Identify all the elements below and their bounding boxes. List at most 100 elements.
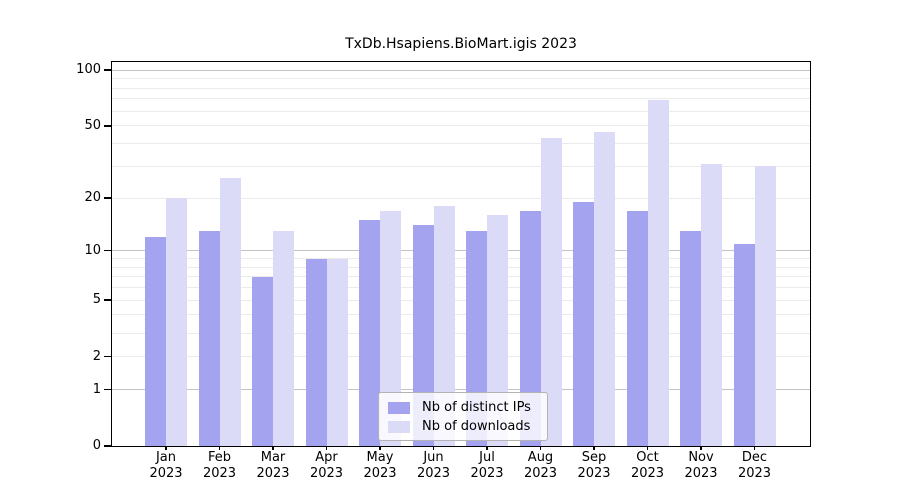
y-tick-1 [104, 388, 111, 391]
y-tick-10 [104, 249, 111, 252]
x-label-year: 2023 [416, 465, 451, 481]
gridline-60 [112, 110, 810, 112]
y-tick-2 [104, 355, 111, 358]
y-tick-label-0: 0 [92, 438, 101, 453]
x-label-oct: Oct 2023 [616, 450, 680, 481]
bar-distinct-ips-dec [733, 243, 755, 446]
bar-downloads-nov [701, 163, 722, 446]
x-label-month: Sep [581, 450, 607, 465]
legend-row-downloads: Nb of downloads [388, 419, 538, 434]
gridline-2 [112, 356, 810, 358]
x-label-month: Nov [688, 450, 714, 465]
legend: Nb of distinct IPs Nb of downloads [378, 392, 548, 441]
x-label-year: 2023 [577, 465, 611, 481]
y-tick-50 [104, 125, 111, 127]
gridline-8 [112, 266, 810, 268]
x-label-month: Aug [527, 450, 554, 465]
gridline-40 [112, 143, 810, 145]
gridline-9 [112, 258, 810, 259]
bar-distinct-ips-may [359, 220, 380, 446]
bar-downloads-sep [594, 132, 615, 446]
y-tick-label-10: 10 [84, 242, 101, 258]
bar-distinct-ips-oct [626, 210, 648, 446]
bar-downloads-jan [166, 198, 187, 446]
x-label-nov: Nov 2023 [669, 450, 733, 481]
y-tick-label-1: 1 [92, 381, 101, 397]
gridline-90 [112, 78, 810, 80]
gridline-80 [112, 87, 810, 89]
bar-distinct-ips-nov [680, 231, 701, 446]
legend-label-distinct-ips: Nb of distinct IPs [422, 400, 531, 415]
x-label-year: 2023 [684, 465, 718, 481]
y-tick-5 [104, 299, 111, 301]
y-tick-label-100: 100 [76, 62, 101, 78]
x-label-may: May 2023 [348, 450, 412, 481]
bar-distinct-ips-feb [198, 231, 220, 446]
x-label-jan: Jan 2023 [134, 450, 198, 481]
y-tick-label-50: 50 [84, 117, 101, 133]
bar-downloads-apr [326, 258, 348, 446]
gridline-100 [112, 69, 810, 71]
x-label-month: Jun [423, 450, 444, 465]
bar-distinct-ips-sep [573, 202, 594, 446]
x-label-year: 2023 [149, 465, 183, 481]
x-label-dec: Dec 2023 [723, 450, 787, 481]
x-label-apr: Apr 2023 [295, 450, 359, 481]
y-tick-label-5: 5 [92, 292, 101, 308]
bar-downloads-oct [647, 100, 669, 446]
x-label-month: Feb [207, 450, 232, 465]
x-label-month: Dec [741, 450, 768, 465]
x-label-month: Oct [636, 450, 659, 465]
bar-distinct-ips-jun [412, 225, 434, 446]
gridline-6 [112, 287, 810, 289]
gridline-10 [112, 250, 810, 252]
x-label-year: 2023 [202, 465, 237, 481]
x-label-month: Jan [155, 450, 177, 465]
y-tick-0 [104, 445, 111, 447]
legend-swatch-downloads [388, 420, 410, 433]
gridline-1 [112, 389, 810, 391]
x-label-mar: Mar 2023 [241, 450, 305, 481]
bar-distinct-ips-jan [145, 237, 166, 446]
chart-title: TxDb.Hsapiens.BioMart.igis 2023 [345, 36, 577, 52]
legend-swatch-distinct-ips [388, 401, 410, 414]
x-label-year: 2023 [470, 465, 504, 481]
bar-downloads-feb [219, 177, 241, 446]
bar-downloads-aug [540, 137, 562, 446]
bar-distinct-ips-apr [305, 258, 327, 446]
bar-distinct-ips-aug [519, 210, 541, 446]
x-label-year: 2023 [523, 465, 558, 481]
bar-downloads-mar [273, 231, 294, 446]
x-label-month: Mar [260, 450, 286, 465]
x-label-aug: Aug 2023 [509, 450, 573, 481]
gridline-7 [112, 276, 810, 278]
y-tick-label-20: 20 [84, 190, 101, 206]
x-label-year: 2023 [256, 465, 290, 481]
legend-row-distinct-ips: Nb of distinct IPs [388, 400, 538, 415]
x-label-month: May [366, 450, 394, 465]
x-label-sep: Sep 2023 [562, 450, 626, 481]
x-label-year: 2023 [737, 465, 772, 481]
x-label-month: Jul [479, 450, 495, 465]
legend-label-downloads: Nb of downloads [422, 419, 531, 434]
plot-area [111, 61, 811, 447]
gridline-5 [112, 299, 810, 301]
gridline-30 [112, 165, 810, 167]
y-tick-100 [104, 69, 111, 71]
gridline-50 [112, 125, 810, 127]
x-label-jul: Jul 2023 [455, 450, 519, 481]
x-label-jun: Jun 2023 [402, 450, 466, 481]
gridline-4 [112, 314, 810, 316]
gridline-70 [112, 98, 810, 100]
gridline-3 [112, 332, 810, 334]
x-label-year: 2023 [630, 465, 665, 481]
x-label-year: 2023 [309, 465, 344, 481]
y-tick-20 [104, 197, 111, 199]
y-tick-label-2: 2 [92, 348, 101, 364]
x-label-month: Apr [315, 450, 338, 465]
x-label-year: 2023 [363, 465, 397, 481]
bar-downloads-jun [433, 206, 455, 446]
bar-downloads-may [380, 210, 401, 446]
x-label-feb: Feb 2023 [188, 450, 252, 481]
